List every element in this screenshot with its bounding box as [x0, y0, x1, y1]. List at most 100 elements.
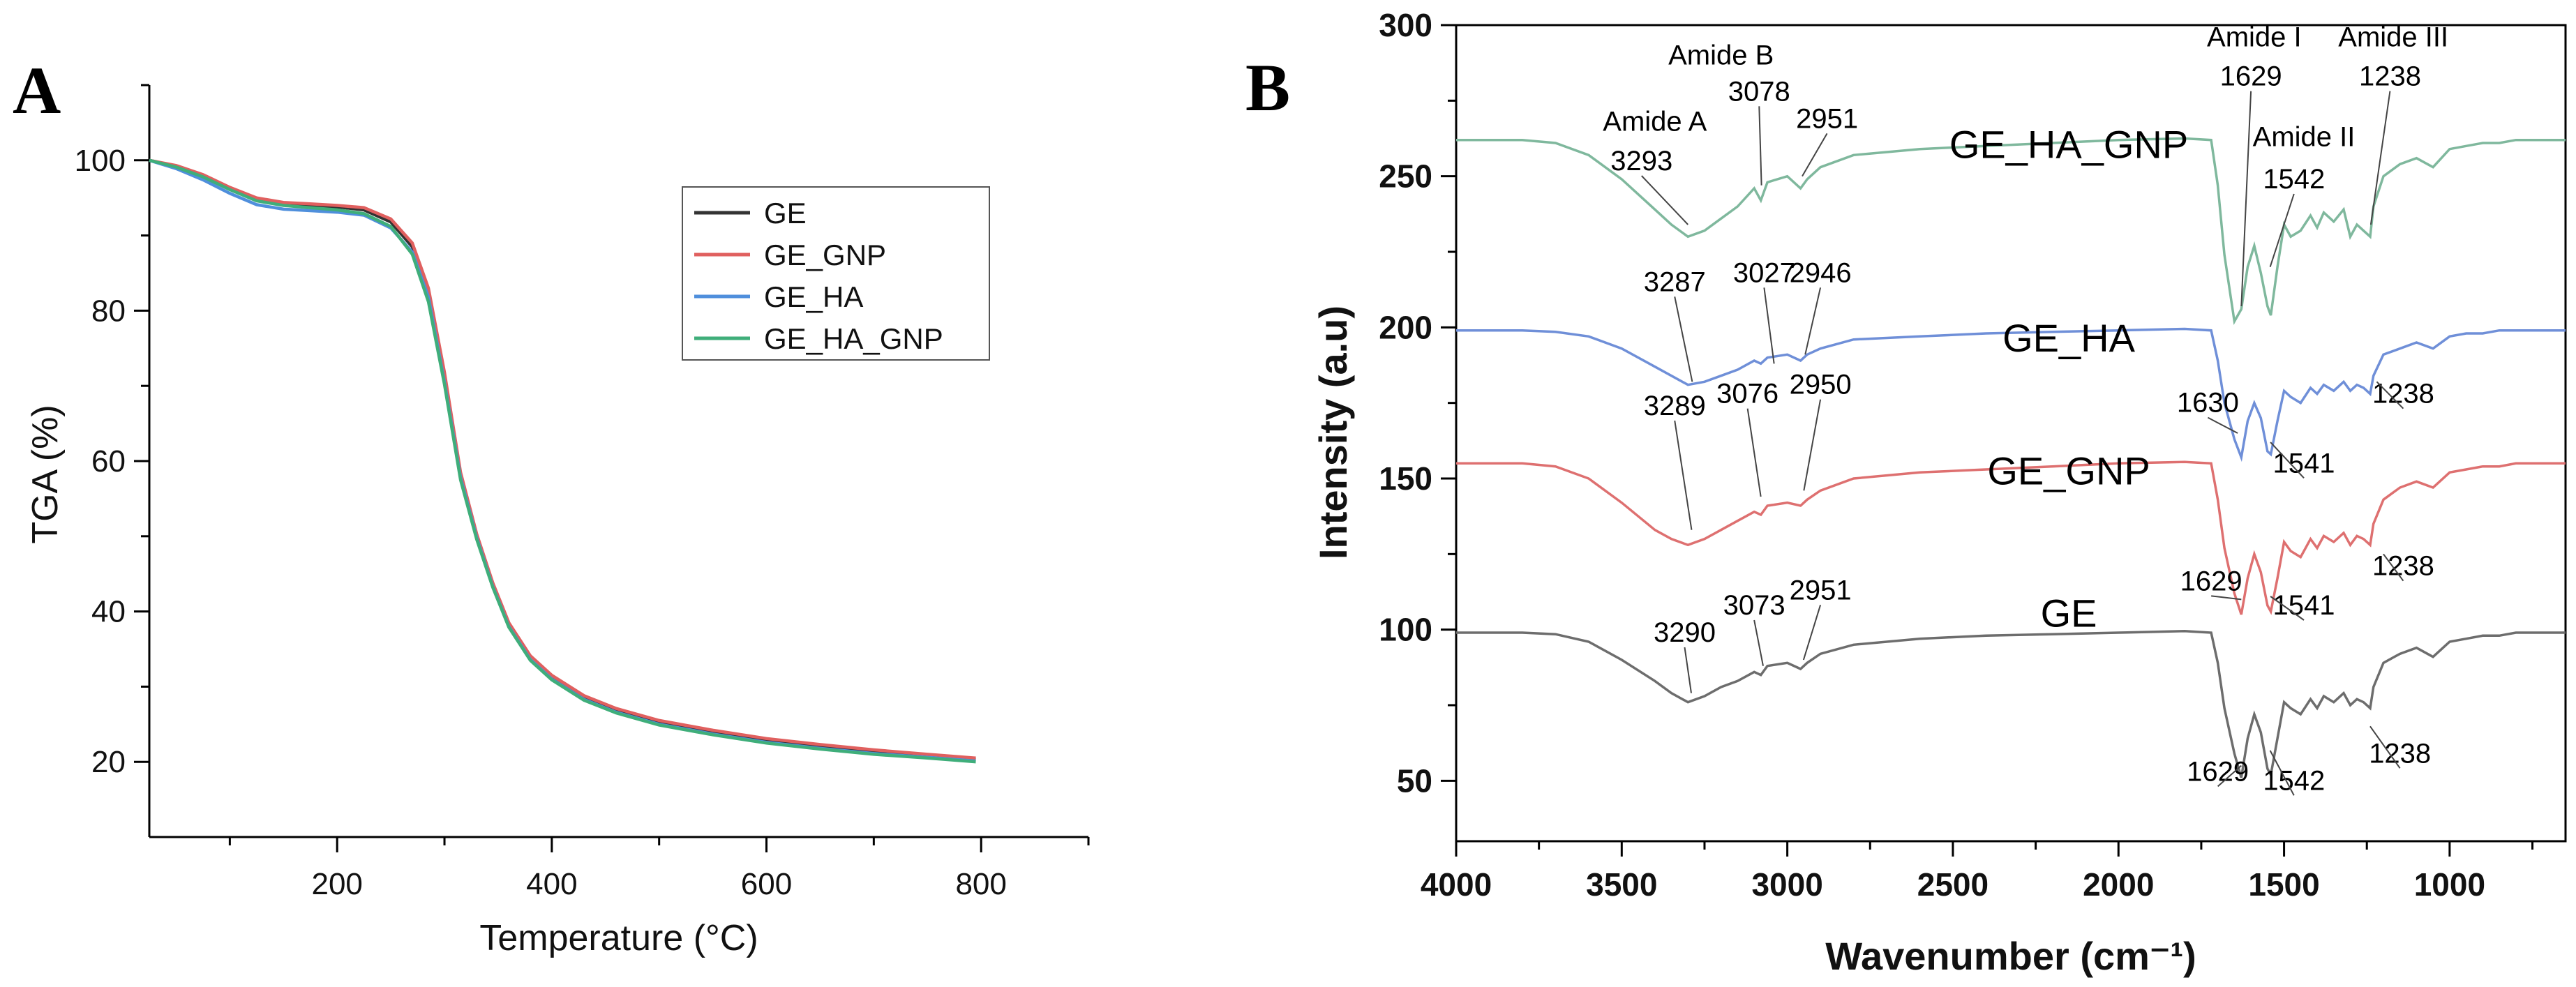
ftir-x-tick-label: 1500 [2248, 866, 2319, 903]
ftir-annotation: 1542 [2263, 164, 2325, 195]
ftir-annotation: 2951 [1790, 575, 1852, 605]
ftir-series-label: GE_HA_GNP [1949, 123, 2188, 167]
ftir-annotation-leader [1758, 106, 1762, 186]
ftir-annotation-leader [1804, 287, 1822, 355]
ftir-annotation-leader [2369, 91, 2391, 225]
tga-y-tick-label: 80 [91, 294, 126, 328]
ftir-annotation-leader [1802, 605, 1822, 661]
ftir-x-tick-label: 2500 [1917, 866, 1989, 903]
ftir-annotation: Amide I [2207, 22, 2302, 52]
ftir-annotation: 1629 [2220, 61, 2282, 92]
ftir-annotation-leader [2217, 764, 2242, 788]
ftir-annotation-leader [2269, 750, 2295, 796]
tga-x-tick-label: 800 [955, 867, 1006, 901]
ftir-annotation: 1629 [2180, 566, 2242, 596]
ftir-annotation: 1238 [2372, 551, 2434, 582]
ftir-y-tick-label: 50 [1397, 762, 1432, 799]
ftir-annotation-leader [2240, 91, 2252, 307]
ftir-line-ge-ha-gnp [1456, 137, 2566, 325]
ftir-line-ge [1456, 630, 2566, 778]
ftir-annotation: Amide III [2338, 22, 2448, 52]
ftir-series-label: GE [2041, 591, 2097, 635]
tga-legend-box [682, 186, 990, 361]
ftir-annotations: GE_HA_GNP GE_HA GE_GNP GE Amide A 3293 Amide B… [1603, 22, 2448, 796]
tga-legend-label: GE_HA [764, 280, 863, 313]
tga-legend-label: GE_GNP [764, 239, 886, 271]
ftir-line-ge-gnp [1456, 460, 2566, 615]
ftir-annotation: Amide A [1603, 107, 1707, 137]
ftir-annotation-leader [1684, 647, 1692, 693]
ftir-y-tick-label: 300 [1379, 7, 1432, 43]
ftir-annotation-leader [2270, 596, 2305, 621]
ftir-y-tick-label: 200 [1379, 309, 1432, 345]
ftir-plot-frame [1455, 24, 2567, 843]
tga-legend-label: GE [764, 197, 807, 229]
ftir-annotation: 3287 [1644, 266, 1706, 297]
ftir-annotation-leader [1641, 175, 1688, 225]
tga-x-tick-label: 600 [741, 867, 792, 901]
tga-legend: GE GE_GNP GE_HA GE_HA_GNP [682, 186, 990, 361]
ftir-annotation: 3076 [1716, 379, 1779, 409]
ftir-y-axis-title: Intensity (a.u) [1311, 306, 1355, 559]
tga-y-axis-title: TGA (%) [25, 405, 66, 543]
tga-y-tick-label: 100 [75, 144, 126, 178]
ftir-annotation-leader [1803, 399, 1822, 491]
tga-x-tick-label: 400 [526, 867, 577, 901]
ftir-annotation: 3290 [1654, 617, 1716, 648]
ftir-y-tick-label: 150 [1379, 460, 1432, 497]
ftir-annotation: 1238 [2372, 379, 2434, 409]
ftir-annotation-leader [2270, 442, 2305, 479]
ftir-x-tick-label: 2000 [2083, 866, 2154, 903]
ftir-series [1456, 137, 2566, 778]
ftir-annotation: 3027 [1733, 257, 1795, 288]
ftir-line-ge-ha [1456, 327, 2566, 462]
ftir-annotation: Amide B [1668, 40, 1774, 70]
tga-ticks: 200 400 600 800 20 40 60 80 100 [75, 84, 1090, 901]
tga-y-tick-label: 20 [91, 745, 126, 779]
tga-y-tick-label: 60 [91, 444, 126, 479]
ftir-chart: 4000 3500 3000 2500 2000 1500 1000 50 100 150 200 2… [1311, 7, 2567, 978]
ftir-x-tick-label: 4000 [1421, 866, 1492, 903]
ftir-annotation: 1541 [2273, 448, 2335, 479]
tga-x-axis-title: Temperature (°C) [479, 918, 758, 958]
ftir-annotation: 1630 [2177, 388, 2239, 419]
tga-legend-label: GE_HA_GNP [764, 322, 943, 355]
ftir-annotation: 2951 [1796, 103, 1858, 134]
ftir-y-tick-label: 100 [1379, 612, 1432, 648]
tga-x-tick-label: 200 [311, 867, 362, 901]
ftir-x-tick-label: 3500 [1586, 866, 1657, 903]
ftir-annotation: 3293 [1610, 146, 1672, 176]
ftir-annotation-leader [2207, 416, 2238, 434]
ftir-x-tick-label: 3000 [1751, 866, 1822, 903]
ftir-annotation: 1542 [2263, 765, 2325, 796]
ftir-annotation: Amide II [2253, 121, 2356, 152]
ftir-series-label: GE_HA [2002, 316, 2135, 360]
ftir-annotation-leader [2369, 725, 2401, 769]
ftir-x-axis-title: Wavenumber (cm⁻¹) [1825, 934, 2196, 978]
tga-chart: 200 400 600 800 20 40 60 80 100 Temperature (°C)… [25, 84, 1090, 958]
ftir-annotation-leader [1763, 287, 1775, 364]
ftir-annotation: 3289 [1644, 391, 1706, 421]
ftir-annotation-leader [2376, 381, 2404, 409]
ftir-annotation-leader [1802, 133, 1828, 177]
ftir-series-label: GE_GNP [1987, 449, 2150, 493]
ftir-annotation: 1629 [2187, 756, 2249, 787]
ftir-annotation: 1238 [2369, 738, 2431, 769]
ftir-ticks: 4000 3500 3000 2500 2000 1500 1000 50 100 150 200 2… [1379, 7, 2534, 903]
ftir-annotation: 1238 [2359, 61, 2421, 92]
tga-line-ge-ha-gnp [149, 158, 976, 764]
ftir-annotation-leader [1753, 619, 1764, 666]
ftir-annotation-leader [1746, 408, 1762, 497]
tga-series [149, 158, 976, 764]
panel-a-letter: A [13, 53, 61, 128]
ftir-annotation: 2946 [1790, 257, 1852, 288]
ftir-annotation-leader [1674, 420, 1693, 530]
ftir-annotation-leader [2383, 553, 2404, 582]
ftir-annotation-leader [2211, 595, 2242, 601]
tga-y-tick-label: 40 [91, 595, 126, 629]
panel-b-letter: B [1245, 50, 1290, 125]
ftir-annotation-leader [1674, 296, 1693, 382]
ftir-annotation-leader [2269, 193, 2295, 267]
ftir-annotation: 2950 [1790, 370, 1852, 400]
